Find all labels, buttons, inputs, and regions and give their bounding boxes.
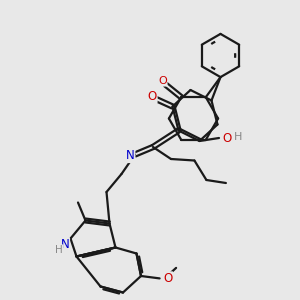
Text: N: N [126,149,135,163]
Text: N: N [61,238,70,251]
Text: O: O [158,76,167,86]
Text: H: H [55,245,63,255]
Text: O: O [223,131,232,145]
Text: O: O [163,272,172,285]
Text: H: H [234,131,242,142]
Text: O: O [148,89,157,103]
